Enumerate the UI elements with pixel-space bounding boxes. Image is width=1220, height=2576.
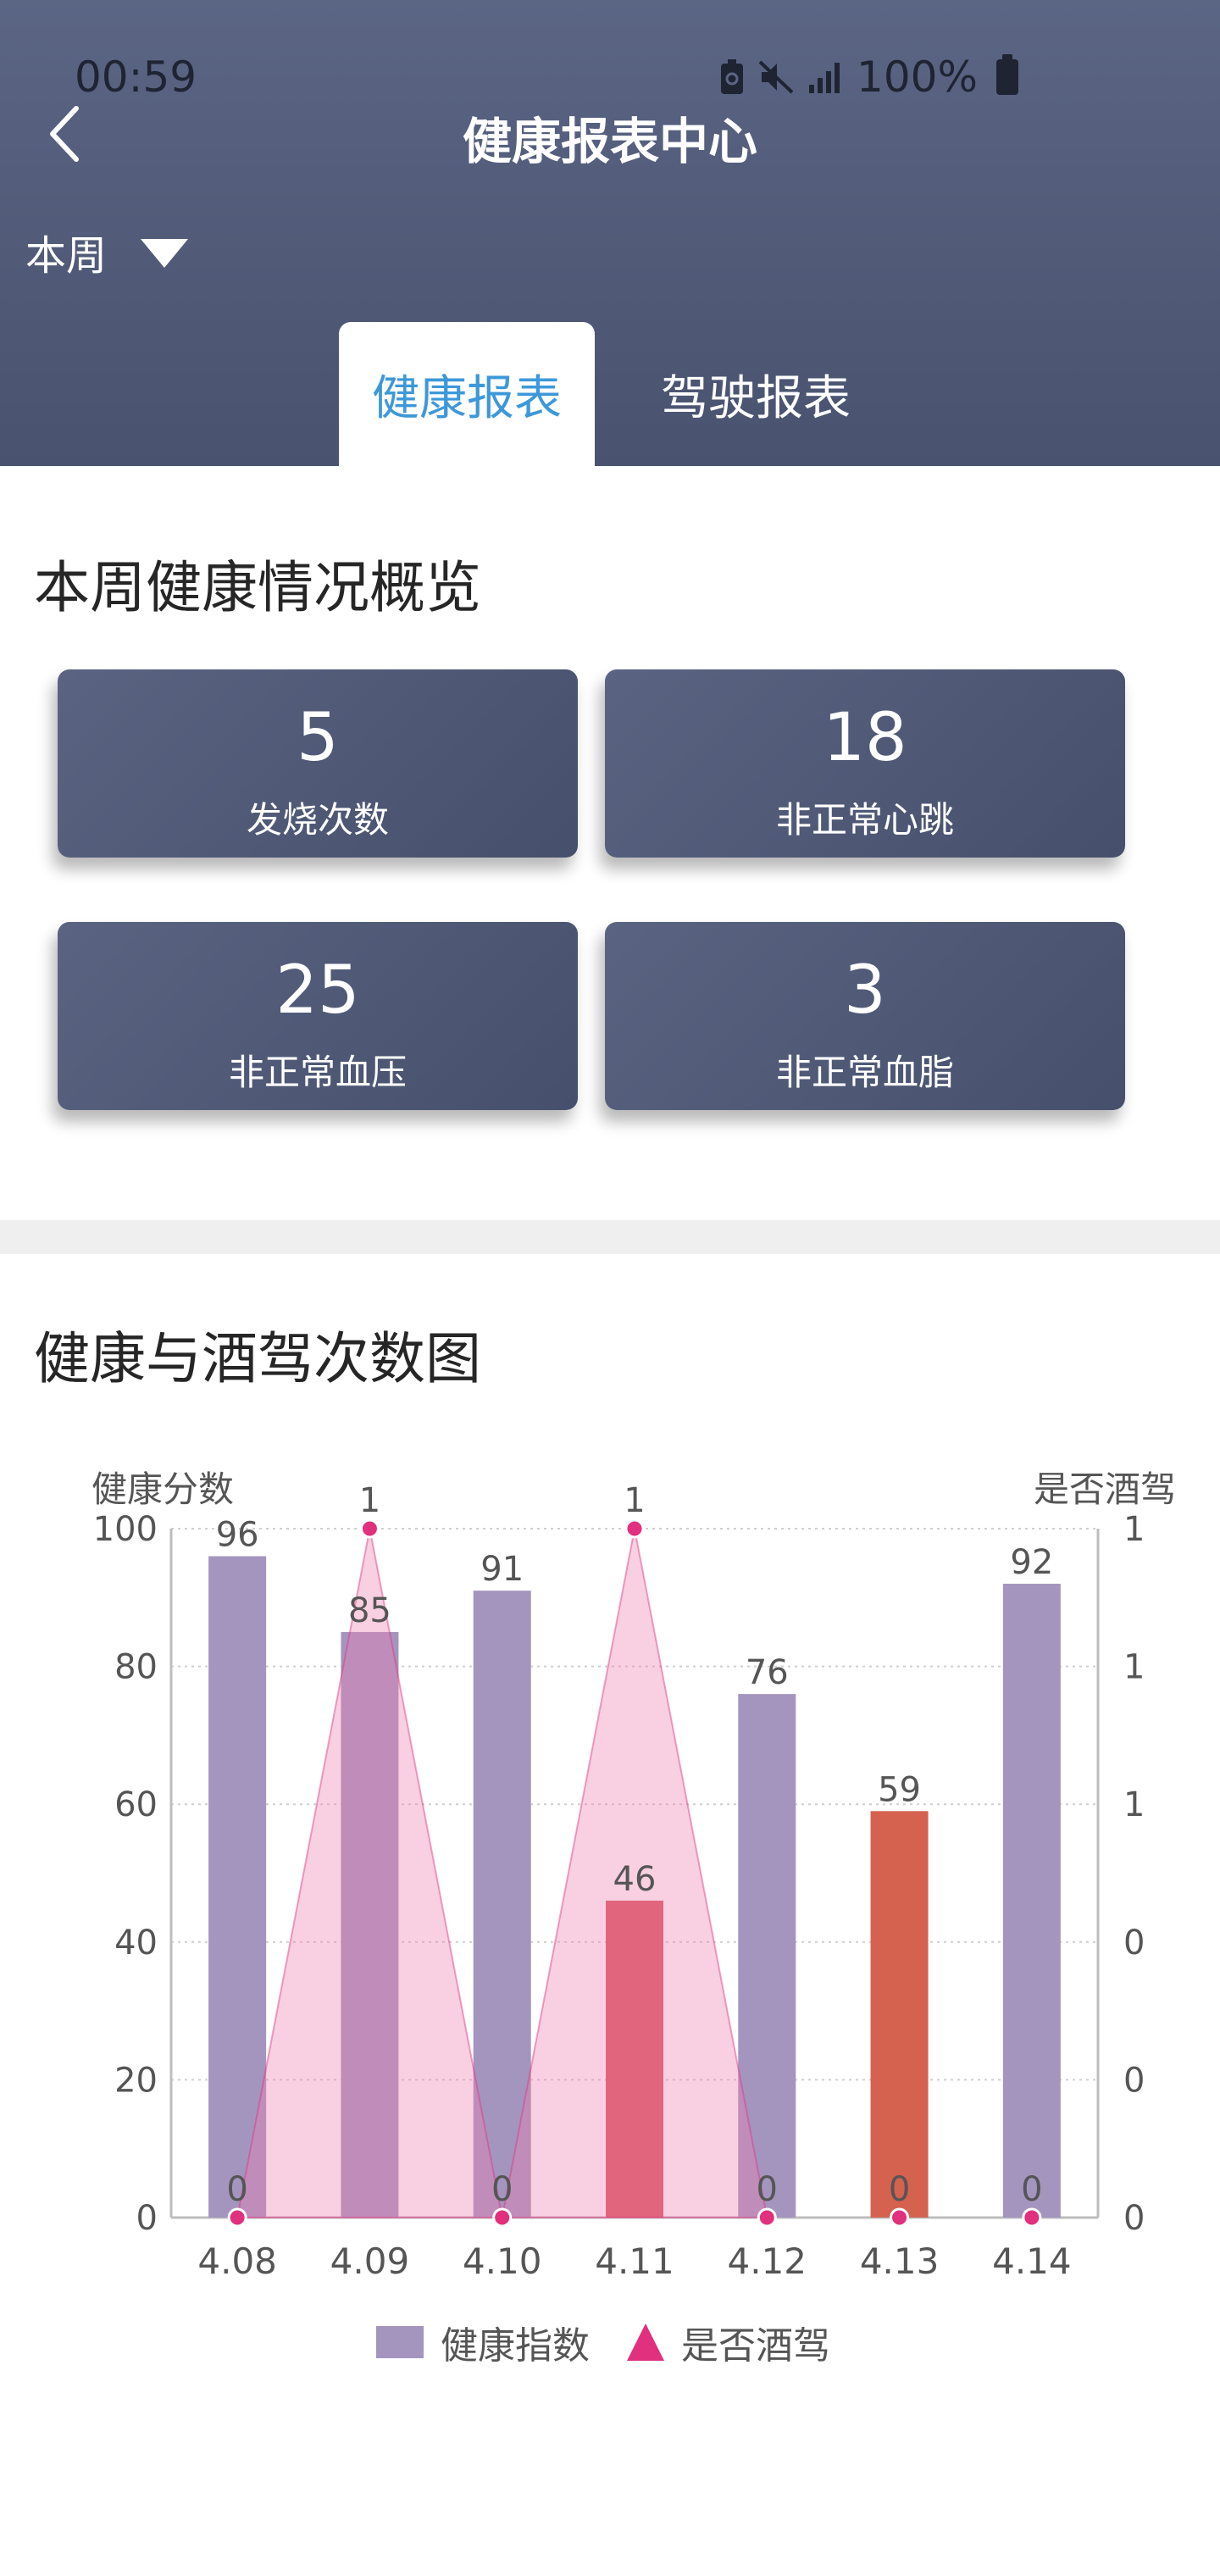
x-tick-label: 4.14 bbox=[992, 2240, 1072, 2282]
stat-label: 非正常血脂 bbox=[775, 1052, 954, 1093]
stat-value: 18 bbox=[823, 700, 907, 776]
triangle-down-icon bbox=[141, 239, 189, 268]
drunk-point bbox=[492, 2207, 513, 2228]
x-tick-label: 4.09 bbox=[330, 2240, 410, 2282]
stat-label: 非正常血压 bbox=[228, 1052, 407, 1093]
section-divider bbox=[0, 1220, 1220, 1254]
drunk-data-label: 0 bbox=[1021, 2170, 1042, 2209]
y2-tick-label: 0 bbox=[1123, 2199, 1145, 2238]
stat-value: 25 bbox=[275, 952, 360, 1029]
x-tick-label: 4.08 bbox=[197, 2240, 277, 2282]
status-time: 00:59 bbox=[75, 53, 197, 102]
drunk-area bbox=[236, 1528, 503, 2218]
bar-data-label: 96 bbox=[216, 1516, 259, 1555]
mute-icon bbox=[757, 55, 796, 99]
bar bbox=[208, 1556, 267, 2218]
report-tabs: 健康报表 驾驶报表 bbox=[339, 322, 917, 466]
y2-tick-label: 1 bbox=[1123, 1510, 1145, 1549]
y-axis-title: 健康分数 bbox=[92, 1468, 234, 1510]
x-tick-label: 4.10 bbox=[463, 2240, 542, 2282]
stat-label: 非正常心跳 bbox=[775, 799, 954, 841]
y-tick-label: 60 bbox=[114, 1785, 158, 1824]
period-label: 本周 bbox=[25, 232, 108, 280]
x-tick-label: 4.13 bbox=[860, 2240, 940, 2282]
drunk-area bbox=[501, 1528, 768, 2218]
drunk-point bbox=[624, 1518, 645, 1539]
y-tick-label: 100 bbox=[93, 1510, 158, 1549]
y-tick-label: 0 bbox=[136, 2199, 158, 2238]
bar-data-label: 91 bbox=[480, 1550, 524, 1589]
drunk-data-label: 0 bbox=[491, 2170, 513, 2209]
drunk-point bbox=[1022, 2207, 1042, 2228]
period-selector[interactable]: 本周 bbox=[25, 222, 189, 281]
legend-bar-swatch bbox=[376, 2326, 424, 2358]
y-tick-label: 20 bbox=[114, 2061, 158, 2100]
legend-health-label[interactable]: 健康指数 bbox=[441, 2324, 590, 2368]
tab-health-report[interactable]: 健康报表 bbox=[339, 322, 595, 466]
overview-title: 本周健康情况概览 bbox=[34, 555, 481, 620]
drunk-data-label: 0 bbox=[889, 2170, 910, 2209]
triangle-icon bbox=[627, 2323, 664, 2361]
y2-tick-label: 0 bbox=[1123, 1924, 1145, 1963]
y2-tick-label: 0 bbox=[1123, 2061, 1145, 2100]
drunk-point bbox=[359, 1518, 380, 1539]
drunk-data-label: 0 bbox=[226, 2170, 247, 2209]
bar bbox=[341, 1631, 399, 2218]
drunk-data-label: 1 bbox=[359, 1481, 380, 1520]
drunk-data-label: 0 bbox=[757, 2170, 778, 2209]
stat-label: 发烧次数 bbox=[246, 799, 389, 841]
stat-card-blood-pressure[interactable]: 25 非正常血压 bbox=[58, 922, 578, 1110]
drunk-point bbox=[757, 2207, 777, 2228]
y-tick-label: 40 bbox=[114, 1924, 158, 1963]
bar-data-label: 85 bbox=[348, 1591, 391, 1630]
stat-card-fever[interactable]: 5 发烧次数 bbox=[58, 669, 578, 858]
legend-drunk-label[interactable]: 是否酒驾 bbox=[681, 2324, 830, 2368]
page-title: 健康报表中心 bbox=[462, 113, 757, 170]
bar-data-label: 92 bbox=[1010, 1543, 1053, 1582]
chart-section-title: 健康与酒驾次数图 bbox=[34, 1326, 481, 1391]
battery-icon bbox=[996, 54, 1018, 95]
x-tick-label: 4.12 bbox=[728, 2240, 807, 2282]
stat-value: 5 bbox=[297, 700, 339, 776]
drunk-data-label: 1 bbox=[624, 1481, 645, 1520]
stat-card-blood-lipid[interactable]: 3 非正常血脂 bbox=[605, 922, 1125, 1110]
x-tick-label: 4.11 bbox=[595, 2240, 674, 2282]
bar bbox=[1002, 1584, 1061, 2218]
back-button[interactable] bbox=[41, 100, 100, 168]
battery-level: 100% bbox=[857, 53, 978, 102]
drunk-point bbox=[227, 2207, 247, 2228]
chevron-left-icon bbox=[50, 106, 79, 162]
bar-data-label: 76 bbox=[746, 1653, 789, 1692]
bar bbox=[473, 1591, 531, 2218]
drunk-point bbox=[890, 2207, 910, 2228]
bar-data-label: 46 bbox=[613, 1860, 657, 1899]
signal-icon bbox=[807, 55, 845, 99]
y-tick-label: 80 bbox=[114, 1648, 158, 1687]
bar bbox=[738, 1694, 796, 2218]
bar-data-label: 59 bbox=[878, 1770, 921, 1809]
status-icons: 100% bbox=[719, 53, 1018, 102]
y2-tick-label: 1 bbox=[1123, 1785, 1145, 1824]
recycle-icon bbox=[719, 55, 745, 99]
chart-legend: 健康指数 是否酒驾 bbox=[376, 2315, 830, 2369]
tab-driving-report[interactable]: 驾驶报表 bbox=[661, 370, 851, 426]
stat-value: 3 bbox=[844, 952, 886, 1029]
y2-tick-label: 1 bbox=[1123, 1648, 1145, 1687]
y2-axis-title: 是否酒驾 bbox=[1034, 1468, 1176, 1510]
bar bbox=[870, 1811, 929, 2218]
app-header: 00:59 100% 健康报表中心 本周 健康报表 驾驶报表 bbox=[0, 0, 1220, 466]
stat-card-heartbeat[interactable]: 18 非正常心跳 bbox=[605, 669, 1125, 858]
bar bbox=[606, 1901, 663, 2218]
